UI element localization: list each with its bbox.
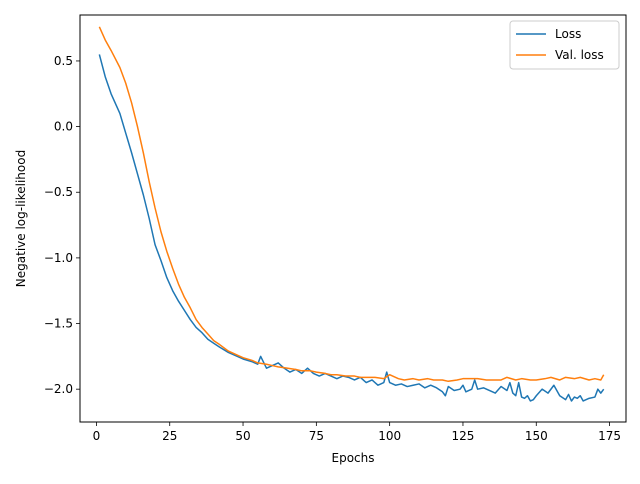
y-axis-label: Negative log-likelihood (14, 150, 28, 287)
legend-label-loss: Loss (555, 27, 581, 41)
plot-lines (98, 26, 605, 402)
y-tick-label: −1.0 (44, 251, 73, 265)
y-tick-label: −1.5 (44, 317, 73, 331)
series-line-loss (98, 54, 605, 402)
x-tick-label: 50 (235, 429, 250, 443)
x-axis-label: Epochs (332, 451, 375, 465)
x-tick-label: 0 (93, 429, 101, 443)
x-tick-label: 150 (525, 429, 548, 443)
x-tick-label: 100 (378, 429, 401, 443)
y-tick-label: 0.0 (54, 120, 73, 134)
x-tick-label: 25 (162, 429, 177, 443)
legend: Loss Val. loss (509, 20, 620, 70)
series-line-val-loss (98, 26, 605, 383)
y-axis-ticks: 0.5 0.0 −0.5 −1.0 −1.5 −2.0 (44, 54, 80, 396)
x-axis-ticks: 0 25 50 75 100 125 150 175 (93, 422, 621, 443)
x-tick-label: 75 (309, 429, 324, 443)
x-tick-label: 125 (452, 429, 475, 443)
legend-box (509, 20, 620, 70)
y-tick-label: 0.5 (54, 54, 73, 68)
legend-label-val-loss: Val. loss (555, 48, 604, 62)
plot-frame (79, 14, 627, 423)
y-tick-label: −0.5 (44, 185, 73, 199)
x-tick-label: 175 (598, 429, 621, 443)
y-tick-label: −2.0 (44, 382, 73, 396)
